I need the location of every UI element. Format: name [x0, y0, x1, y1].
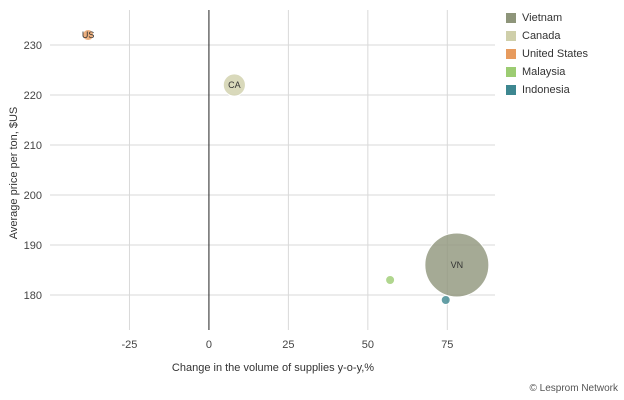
legend-item-united-states[interactable]: United States — [506, 45, 588, 63]
legend-swatch — [506, 13, 516, 23]
legend-label: Vietnam — [522, 12, 563, 24]
bubble-malaysia — [385, 275, 396, 285]
bubble-label-vietnam: VN — [451, 260, 464, 270]
y-tick-label: 220 — [24, 90, 42, 102]
y-tick-label: 180 — [24, 290, 42, 302]
legend-item-malaysia[interactable]: Malaysia — [506, 63, 588, 81]
legend-label: Indonesia — [522, 84, 570, 96]
legend-label: United States — [522, 48, 589, 60]
y-tick-label: 200 — [24, 190, 42, 202]
x-axis-title: Change in the volume of supplies y-o-y,% — [172, 362, 374, 374]
credit-text: © Lesprom Network — [529, 383, 618, 394]
y-tick-label: 210 — [24, 140, 42, 152]
legend-item-vietnam[interactable]: Vietnam — [506, 9, 588, 27]
bubbles: VN CA US — [82, 28, 490, 305]
bubble-canada — [222, 73, 246, 97]
legend-label: Malaysia — [522, 66, 566, 78]
legend-swatch — [506, 67, 516, 77]
legend-swatch — [506, 31, 516, 41]
x-tick-label: 0 — [206, 339, 212, 351]
tick-labels: 180 190 200 210 220 230 -25 0 25 50 75 — [24, 40, 454, 351]
y-tick-label: 230 — [24, 40, 42, 52]
x-tick-label: -25 — [122, 339, 138, 351]
bubble-united-states — [82, 28, 95, 42]
legend: Vietnam Canada United States Malaysia Indone… — [506, 9, 588, 99]
legend-label: Canada — [522, 30, 561, 42]
legend-item-indonesia[interactable]: Indonesia — [506, 81, 588, 99]
x-tick-label: 75 — [441, 339, 453, 351]
legend-item-canada[interactable]: Canada — [506, 27, 588, 45]
legend-swatch — [506, 85, 516, 95]
x-tick-label: 25 — [282, 339, 294, 351]
y-axis-title: Average price per ton, $US — [8, 107, 20, 239]
bubble-vietnam — [424, 232, 490, 298]
legend-swatch — [506, 49, 516, 59]
bubble-indonesia — [440, 295, 451, 305]
x-tick-label: 50 — [362, 339, 374, 351]
bubble-label-united-states: US — [82, 30, 95, 40]
y-tick-label: 190 — [24, 240, 42, 252]
grid-lines — [50, 10, 495, 330]
bubble-label-canada: CA — [228, 80, 241, 90]
